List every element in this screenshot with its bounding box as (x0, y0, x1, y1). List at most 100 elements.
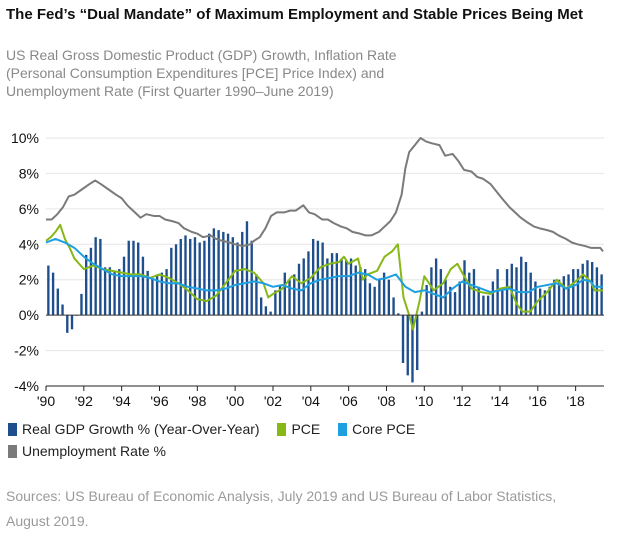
gdp-bar (85, 254, 88, 316)
gdp-bar (312, 238, 315, 316)
gdp-bar (155, 274, 159, 316)
x-tick-label: '16 (529, 393, 547, 409)
gdp-bar (401, 315, 405, 363)
x-tick-label: '14 (491, 393, 509, 409)
gdp-bar (203, 240, 206, 316)
gdp-bar (397, 313, 400, 316)
gdp-bar (274, 290, 277, 316)
gdp-bar (269, 311, 272, 316)
gdp-bar (529, 272, 532, 316)
gdp-bar (411, 315, 414, 383)
gdp-bar (572, 269, 575, 316)
gdp-bar (505, 269, 509, 316)
gdp-bar (496, 269, 499, 316)
gdp-bar (553, 279, 556, 316)
x-tick-label: '94 (113, 393, 131, 409)
gdp-bar (94, 237, 97, 316)
chart-subtitle: US Real Gross Domestic Product (GDP) Gro… (6, 46, 616, 100)
x-tick-label: '00 (226, 393, 244, 409)
subtitle-line-2: (Personal Consumption Expenditures [PCE]… (6, 65, 385, 81)
gdp-bar (264, 306, 268, 316)
gdp-bar (472, 269, 476, 316)
legend-label-unemployment: Unemployment Rate % (22, 443, 166, 460)
gdp-bar (330, 253, 334, 316)
gdp-bar (283, 272, 286, 316)
gdp-bar (387, 279, 391, 316)
gdp-bar (392, 297, 395, 316)
chart-title: The Fed’s “Dual Mandate” of Maximum Empl… (6, 6, 584, 23)
gdp-bar (179, 238, 182, 316)
legend-swatch-gdp (8, 423, 17, 437)
x-tick-label: '98 (188, 393, 206, 409)
subtitle-line-1: US Real Gross Domestic Product (GDP) Gro… (6, 47, 397, 63)
gdp-bar (212, 228, 216, 316)
gdp-bar (61, 304, 64, 316)
x-tick-label: '02 (264, 393, 282, 409)
y-tick-label: 6% (19, 201, 39, 217)
gdp-bar (80, 293, 83, 316)
gdp-bar (359, 267, 362, 316)
gdp-bar (501, 288, 504, 316)
gdp-bar (482, 295, 485, 316)
y-tick-label: 8% (19, 165, 39, 181)
gdp-bar (349, 258, 353, 316)
gdp-bar (520, 256, 523, 316)
gdp-bar (108, 267, 112, 316)
gdp-bar (217, 230, 220, 316)
gdp-bar (340, 258, 343, 316)
x-tick-label: '92 (75, 393, 93, 409)
gdp-bar (430, 267, 433, 316)
x-tick-label: '08 (377, 393, 395, 409)
gdp-bar (458, 281, 461, 316)
core-pce-line (45, 237, 604, 299)
gdp-bar (444, 279, 447, 316)
gdp-bar (174, 244, 178, 316)
gdp-bar (581, 263, 584, 316)
gdp-bar (207, 233, 211, 316)
legend-swatch-core-pce (338, 423, 348, 437)
gdp-bar (245, 221, 249, 316)
gdp-bar (534, 281, 537, 316)
legend-label-gdp: Real GDP Growth % (Year-Over-Year) (22, 421, 260, 438)
y-tick-label: 2% (19, 272, 39, 288)
gdp-bar (449, 286, 452, 316)
gdp-bar (99, 238, 102, 316)
legend-item-unemployment: Unemployment Rate % (8, 443, 166, 459)
x-tick-label: '04 (302, 393, 320, 409)
legend-label-pce: PCE (291, 421, 321, 438)
gdp-bar (382, 272, 386, 316)
gdp-bar (453, 292, 457, 316)
axes: -4% -2% 0% 2% 4% 6% 8% 10% '90 '92 '94 '96 '98 '00 '02… (11, 130, 604, 409)
x-tick-label: '12 (453, 393, 471, 409)
gdp-bar (416, 315, 419, 371)
x-tick-label: '90 (37, 393, 55, 409)
gdp-bar (335, 253, 338, 316)
gdp-bar (326, 258, 329, 316)
gdp-bar (113, 270, 116, 316)
y-tick-label: 4% (19, 236, 39, 252)
gdp-bar (259, 297, 263, 316)
y-tick-label: 10% (11, 130, 39, 146)
x-tick-label: '10 (415, 393, 433, 409)
gdp-bar (151, 277, 154, 316)
gdp-bar (345, 260, 348, 316)
y-tick-label: -2% (14, 343, 39, 359)
x-tick-label: '96 (150, 393, 168, 409)
gdp-bar (278, 285, 282, 316)
gdp-bar (47, 265, 50, 316)
gdp-bar (316, 240, 320, 316)
gdp-bar (373, 286, 376, 316)
gdp-bar (524, 262, 528, 316)
gdp-bar (255, 274, 258, 316)
gdp-bar (103, 267, 107, 316)
gdp-bar (477, 286, 480, 316)
gdp-bar (538, 288, 542, 316)
gdp-bar (425, 285, 428, 316)
gdp-bar (193, 237, 197, 316)
gdp-bar (486, 295, 490, 316)
gdp-bar (491, 281, 495, 316)
legend-item-gdp: Real GDP Growth % (Year-Over-Year) (8, 421, 260, 437)
gdp-bar (160, 272, 164, 316)
gdp-bar (591, 262, 594, 316)
x-tick-label: '18 (567, 393, 585, 409)
